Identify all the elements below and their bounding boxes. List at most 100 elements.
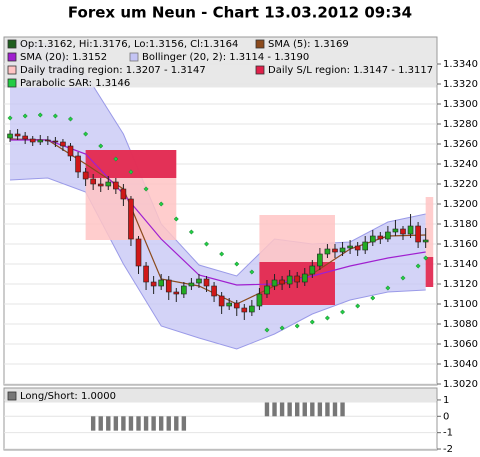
candle-body	[241, 307, 248, 313]
candle-body	[385, 231, 391, 240]
candle-body	[354, 245, 361, 251]
sar-dot	[219, 251, 225, 257]
bar	[121, 416, 126, 431]
candle-body	[324, 248, 331, 255]
candle-body	[128, 198, 134, 240]
bar	[272, 401, 277, 417]
legend-swatch	[7, 39, 17, 49]
candle-body	[150, 281, 157, 287]
sar-dot	[355, 303, 361, 309]
candle-body	[347, 245, 353, 249]
candle-body	[196, 278, 202, 284]
legend-box	[4, 388, 437, 403]
candle-body	[392, 228, 399, 233]
y-tick-label: 1.3120	[443, 279, 478, 290]
candle-body	[362, 241, 369, 251]
y-tick-label: 1	[443, 395, 449, 406]
sar-dot	[7, 115, 13, 121]
legend-label: Daily S/L region: 1.3147 - 1.3117	[268, 65, 433, 76]
legend-swatch	[7, 65, 17, 75]
y-tick-label: 1.3140	[443, 259, 478, 270]
candle-body	[135, 238, 142, 267]
candle-body	[415, 225, 421, 243]
bar	[325, 401, 330, 417]
candle-body	[29, 138, 36, 143]
candle-body	[158, 279, 164, 287]
legend-swatch	[129, 52, 139, 62]
sar-dot	[128, 169, 134, 175]
bar	[317, 401, 323, 417]
legend-swatch	[255, 39, 265, 49]
y-tick-label: 0	[443, 411, 449, 422]
sar-dot	[400, 275, 406, 281]
sar-dot	[143, 186, 149, 192]
candle-body	[45, 139, 51, 142]
candle-body	[317, 253, 323, 267]
y-tick-label: 1.3260	[443, 139, 478, 150]
candle-body	[203, 278, 210, 287]
plot-area	[7, 39, 434, 350]
candle-body	[165, 279, 172, 293]
legend-label: SMA (20): 1.3152	[20, 52, 107, 63]
y-tick-label: 1.3060	[443, 339, 478, 350]
bar	[332, 401, 338, 417]
candle-body	[309, 265, 316, 275]
candle-body	[105, 181, 112, 187]
bar	[143, 416, 149, 431]
candle-body	[113, 181, 119, 190]
sar-dot	[113, 156, 119, 162]
sar-dot	[234, 261, 240, 267]
bar	[158, 416, 164, 431]
bar	[98, 416, 103, 431]
sar-dot	[294, 323, 300, 329]
candle-body	[7, 133, 13, 139]
candle-body	[82, 171, 89, 180]
bar	[264, 401, 270, 417]
candle-body	[14, 133, 21, 137]
legend-label: Op:1.3162, Hi:1.3176, Lo:1.3156, Cl:1.31…	[20, 39, 238, 50]
sar-dot	[52, 113, 58, 119]
bar	[166, 416, 171, 431]
bar	[151, 416, 156, 431]
sar-dot	[83, 131, 89, 137]
candle-body	[120, 188, 127, 200]
sar-dot	[22, 113, 28, 119]
candle-body	[173, 291, 180, 295]
candle-body	[52, 140, 59, 143]
y-tick-label: 1.3240	[443, 159, 478, 170]
y-tick-label: 1.3180	[443, 219, 478, 230]
bar	[136, 416, 141, 431]
sar-dot	[188, 229, 194, 235]
legend-swatch	[7, 52, 17, 62]
candle-body	[218, 295, 225, 307]
candle-body	[226, 302, 232, 307]
sar-dot	[279, 325, 285, 331]
y-tick-label: -1	[443, 428, 453, 439]
legend-label: Daily trading region: 1.3207 - 1.3147	[20, 65, 206, 76]
candle-body	[294, 275, 301, 283]
bar	[279, 401, 285, 417]
candle-body	[422, 239, 429, 243]
chart-title: Forex um Neun - Chart 13.03.2012 09:34	[68, 4, 412, 22]
y-tick-label: 1.3040	[443, 359, 478, 370]
sar-dot	[37, 112, 43, 118]
sar-dot	[370, 295, 376, 301]
region	[425, 257, 434, 287]
candle-body	[407, 225, 414, 235]
sar-dot	[173, 216, 179, 222]
legend-swatch	[7, 391, 17, 401]
candle-body	[400, 228, 406, 235]
y-tick-label: 1.3320	[443, 79, 478, 90]
candle-body	[301, 273, 308, 283]
bar	[128, 416, 134, 431]
sar-dot	[98, 143, 104, 149]
bar	[106, 416, 111, 431]
candle-body	[60, 141, 66, 147]
sar-dot	[158, 201, 164, 207]
y-tick-label: 1.3160	[443, 239, 478, 250]
bar	[295, 401, 300, 417]
y-tick-label: 1.3340	[443, 59, 478, 70]
bar	[310, 401, 315, 417]
y-tick-label: 1.3220	[443, 179, 478, 190]
candle-body	[22, 135, 28, 140]
